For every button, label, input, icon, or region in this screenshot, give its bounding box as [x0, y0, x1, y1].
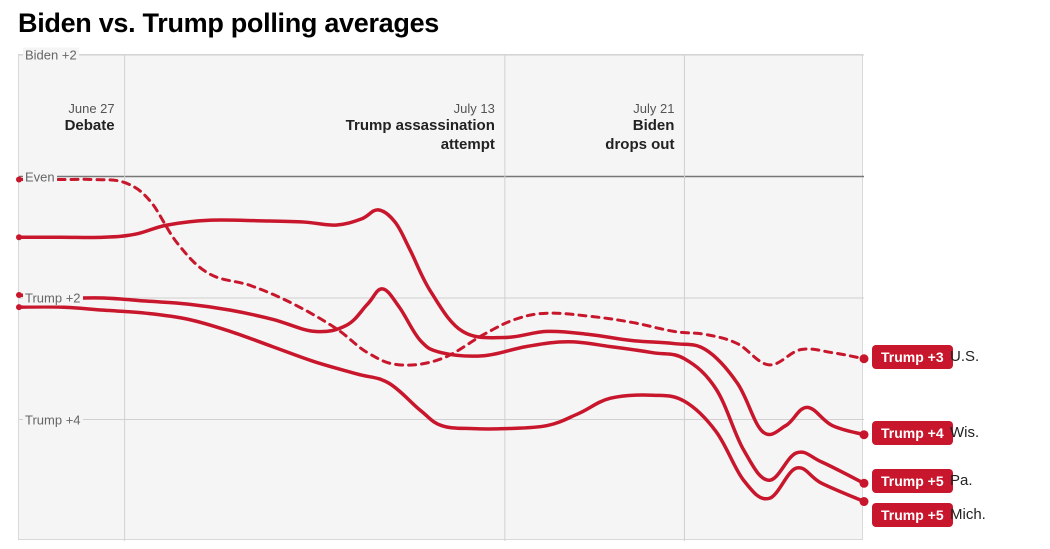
- event-label: July 13Trump assassinationattempt: [346, 101, 495, 155]
- y-axis-label: Even: [23, 169, 57, 184]
- y-axis-label: Trump +2: [23, 291, 83, 306]
- event-label: July 21Bidendrops out: [605, 101, 674, 155]
- end-sub-pa: Pa.: [950, 472, 973, 489]
- end-sub-wis: Wis.: [950, 424, 979, 441]
- end-badge-us: Trump +3: [872, 345, 953, 369]
- end-sub-mich: Mich.: [950, 506, 986, 523]
- end-badge-mich: Trump +5: [872, 503, 953, 527]
- event-label: June 27Debate: [65, 101, 115, 136]
- y-axis-label: Biden +2: [23, 48, 79, 63]
- series-line-wis: [19, 210, 864, 435]
- end-badge-wis: Trump +4: [872, 421, 953, 445]
- series-end-dot-mich: [860, 497, 869, 506]
- end-badge-pa: Trump +5: [872, 469, 953, 493]
- series-start-dot-pa: [16, 292, 22, 298]
- series-start-dot-mich: [16, 304, 22, 310]
- y-axis-label: Trump +4: [23, 412, 83, 427]
- series-line-us: [19, 179, 864, 365]
- event-desc: Debate: [65, 117, 115, 136]
- end-sub-us: U.S.: [950, 348, 979, 365]
- event-desc: Trump assassinationattempt: [346, 117, 495, 155]
- series-end-dot-us: [860, 354, 869, 363]
- series-end-dot-pa: [860, 479, 869, 488]
- event-date: July 21: [605, 101, 674, 117]
- series-start-dot-us: [16, 177, 22, 183]
- series-end-dot-wis: [860, 430, 869, 439]
- event-date: June 27: [65, 101, 115, 117]
- event-date: July 13: [346, 101, 495, 117]
- chart-title: Biden vs. Trump polling averages: [18, 8, 439, 39]
- series-line-mich: [19, 307, 864, 502]
- chart-plot-area: Biden +2EvenTrump +2Trump +4June 27Debat…: [18, 54, 863, 540]
- event-desc: Bidendrops out: [605, 117, 674, 155]
- series-start-dot-wis: [16, 234, 22, 240]
